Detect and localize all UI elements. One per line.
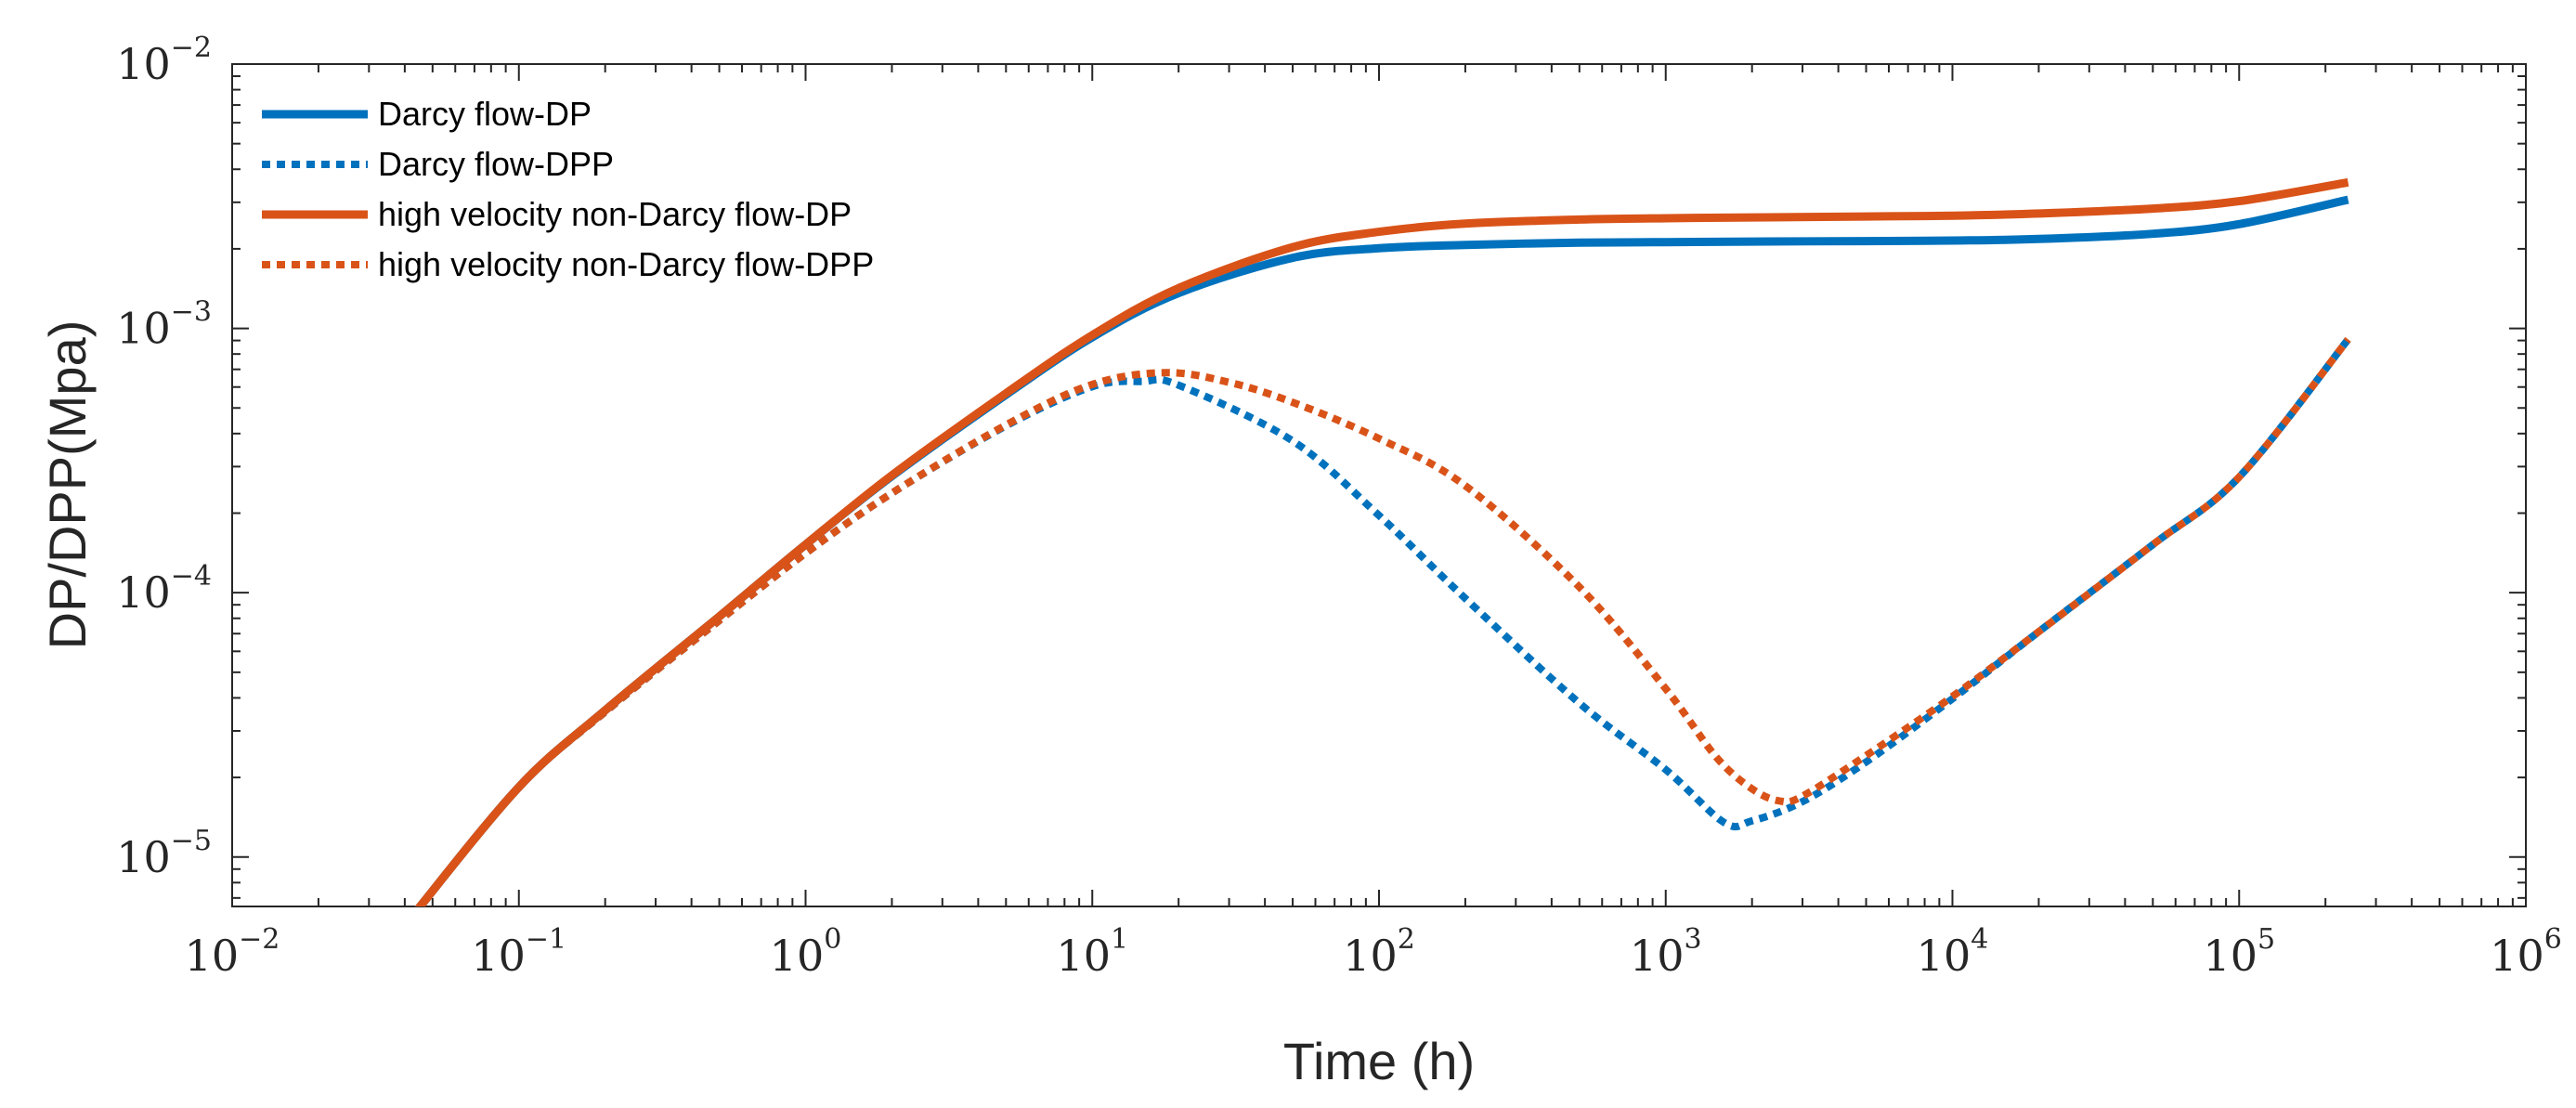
x-axis-title: Time (h) bbox=[1283, 1032, 1475, 1090]
legend-label: Darcy flow-DP bbox=[378, 95, 592, 133]
series-line-4 bbox=[415, 336, 2351, 906]
series-line-3 bbox=[414, 177, 2349, 906]
x-tick-label: 10−2 bbox=[185, 923, 280, 981]
y-tick-labels: 10−5 10−4 10−3 10−2 bbox=[116, 32, 212, 882]
y-tick-label: 10−5 bbox=[116, 825, 212, 882]
axis-ticks bbox=[231, 63, 2527, 906]
y-tick-label: 10−3 bbox=[116, 296, 212, 354]
x-tick-label: 105 bbox=[2203, 923, 2275, 981]
x-tick-label: 103 bbox=[1630, 923, 1702, 981]
x-tick-label: 102 bbox=[1343, 923, 1415, 981]
legend-label: Darcy flow-DPP bbox=[378, 145, 614, 183]
x-tick-labels: 10−2 10−1 100 101 102 103 104 105 106 bbox=[185, 923, 2562, 981]
y-tick-label: 10−4 bbox=[116, 560, 212, 618]
legend-label: high velocity non-Darcy flow-DP bbox=[378, 195, 852, 233]
legend: Darcy flow-DP Darcy flow-DPP high velocity… bbox=[262, 95, 874, 283]
x-tick-label: 10−1 bbox=[471, 923, 566, 981]
plot-area bbox=[231, 63, 2527, 907]
x-tick-label: 104 bbox=[1917, 923, 1989, 981]
series-lines bbox=[414, 177, 2351, 906]
legend-label: high velocity non-Darcy flow-DPP bbox=[378, 245, 874, 283]
y-axis-title: DP/DPP(Mpa) bbox=[38, 320, 97, 650]
x-tick-label: 101 bbox=[1056, 923, 1128, 981]
x-tick-label: 100 bbox=[770, 923, 842, 981]
y-tick-label: 10−2 bbox=[116, 32, 212, 89]
x-tick-label: 106 bbox=[2490, 923, 2562, 981]
